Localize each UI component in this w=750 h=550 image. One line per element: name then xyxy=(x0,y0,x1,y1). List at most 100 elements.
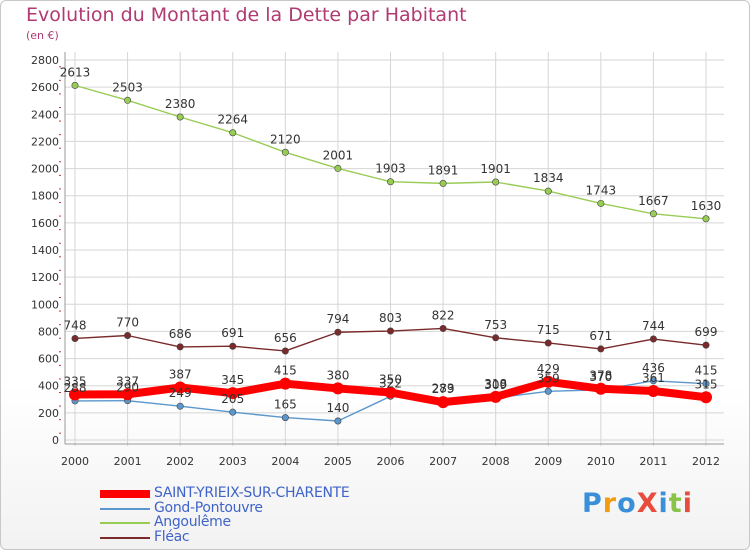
data-point-angouleme xyxy=(439,179,447,187)
data-point-fleac xyxy=(649,335,657,343)
data-label-angouleme: 1901 xyxy=(480,162,511,176)
data-label-angouleme: 1630 xyxy=(691,199,722,213)
data-point-fleac xyxy=(334,328,342,336)
data-label-gond-pontouvre: 309 xyxy=(484,378,507,392)
data-label-fleac: 803 xyxy=(379,311,402,325)
x-tick-label: 2010 xyxy=(587,455,615,468)
data-label-gond-pontouvre: 140 xyxy=(326,401,349,415)
data-label-saint-yrieix-sur-charente: 429 xyxy=(537,362,560,376)
x-tick-label: 2004 xyxy=(271,455,299,468)
data-point-angouleme xyxy=(702,215,710,223)
data-point-angouleme xyxy=(544,187,552,195)
data-label-saint-yrieix-sur-charente: 380 xyxy=(326,368,349,382)
data-label-angouleme: 1743 xyxy=(586,183,617,197)
logo-letter: o xyxy=(617,488,637,519)
series-layer xyxy=(69,81,712,425)
chart-subtitle: (en €) xyxy=(26,29,59,42)
data-point-angouleme xyxy=(71,81,79,89)
data-label-saint-yrieix-sur-charente: 415 xyxy=(274,364,297,378)
y-tick-label: 0 xyxy=(52,434,59,447)
logo-letter: t xyxy=(668,488,683,519)
x-tick-label: 2005 xyxy=(324,455,352,468)
data-point-angouleme xyxy=(597,199,605,207)
data-label-angouleme: 1834 xyxy=(533,171,564,185)
data-label-angouleme: 2380 xyxy=(165,97,196,111)
y-tick-label: 400 xyxy=(38,380,59,393)
data-point-saint-yrieix-sur-charente xyxy=(121,388,134,401)
data-point-fleac xyxy=(597,345,605,353)
y-tick-label: 2600 xyxy=(31,81,59,94)
data-point-fleac xyxy=(544,339,552,347)
legend-item-angouleme: Angoulême xyxy=(100,514,400,531)
data-point-fleac xyxy=(492,334,500,342)
y-tick-label: 1200 xyxy=(31,271,59,284)
data-label-fleac: 748 xyxy=(64,318,87,332)
legend-label: Fléac xyxy=(154,529,190,545)
y-tick-label: 600 xyxy=(38,353,59,366)
data-point-angouleme xyxy=(124,96,132,104)
data-point-fleac xyxy=(229,342,237,350)
data-point-angouleme xyxy=(386,178,394,186)
x-tick-label: 2000 xyxy=(61,455,89,468)
data-point-saint-yrieix-sur-charente xyxy=(594,382,607,395)
data-point-gond-pontouvre xyxy=(229,408,237,416)
y-tick-label: 1600 xyxy=(31,217,59,230)
x-tick-label: 2001 xyxy=(114,455,142,468)
data-label-angouleme: 1903 xyxy=(375,162,406,176)
legend-swatch xyxy=(100,537,150,539)
x-tick-label: 2003 xyxy=(219,455,247,468)
y-tick-label: 2000 xyxy=(31,163,59,176)
data-point-saint-yrieix-sur-charente xyxy=(174,381,187,394)
data-point-saint-yrieix-sur-charente xyxy=(226,387,239,400)
data-label-saint-yrieix-sur-charente: 279 xyxy=(432,382,455,396)
grid-lines xyxy=(65,52,724,446)
data-point-gond-pontouvre xyxy=(176,402,184,410)
data-label-fleac: 770 xyxy=(116,316,139,330)
x-tick-label: 2007 xyxy=(429,455,457,468)
data-label-gond-pontouvre: 290 xyxy=(116,381,139,395)
data-label-fleac: 822 xyxy=(432,308,455,322)
data-label-fleac: 753 xyxy=(484,318,507,332)
data-point-saint-yrieix-sur-charente xyxy=(647,385,660,398)
x-tick-label: 2006 xyxy=(377,455,405,468)
legend-label: Angoulême xyxy=(154,514,231,530)
x-tick-label: 2008 xyxy=(482,455,510,468)
data-label-gond-pontouvre: 436 xyxy=(642,361,665,375)
data-label-saint-yrieix-sur-charente: 387 xyxy=(169,367,192,381)
legend-swatch xyxy=(100,490,150,498)
data-labels-layer: 2613 2503 2380 2264 2120 2001 1903 1891 1901 1834… xyxy=(60,65,722,415)
data-label-saint-yrieix-sur-charente: 345 xyxy=(221,373,244,387)
data-label-saint-yrieix-sur-charente: 315 xyxy=(695,377,718,391)
data-label-angouleme: 2503 xyxy=(112,80,143,94)
data-point-fleac xyxy=(71,334,79,342)
data-label-saint-yrieix-sur-charente: 318 xyxy=(484,377,507,391)
data-label-fleac: 686 xyxy=(169,327,192,341)
y-tick-label: 200 xyxy=(38,407,59,420)
data-label-fleac: 744 xyxy=(642,319,665,333)
data-point-fleac xyxy=(439,324,447,332)
legend-label: SAINT-YRIEIX-SUR-CHARENTE xyxy=(154,485,350,501)
y-tick-label: 1000 xyxy=(31,298,59,311)
data-point-angouleme xyxy=(492,178,500,186)
legend-swatch xyxy=(100,508,150,510)
y-tick-label: 2200 xyxy=(31,135,59,148)
data-point-gond-pontouvre xyxy=(544,387,552,395)
data-label-gond-pontouvre: 370 xyxy=(589,370,612,384)
y-tick-label: 1400 xyxy=(31,244,59,257)
data-point-fleac xyxy=(386,327,394,335)
data-label-gond-pontouvre: 283 xyxy=(432,382,455,396)
data-label-gond-pontouvre: 205 xyxy=(221,392,244,406)
data-label-gond-pontouvre: 288 xyxy=(64,381,87,395)
data-point-saint-yrieix-sur-charente xyxy=(279,377,292,390)
data-point-angouleme xyxy=(649,210,657,218)
data-point-fleac xyxy=(702,341,710,349)
data-label-saint-yrieix-sur-charente: 337 xyxy=(116,374,139,388)
logo-letter: X xyxy=(636,488,659,519)
line-chart: 0 200 400 600 800 1000 1200 1400 1600 1800 2000 220… xyxy=(31,52,724,468)
axes: 0 200 400 600 800 1000 1200 1400 1600 1800 2000 220… xyxy=(31,52,724,468)
x-tick-label: 2009 xyxy=(534,455,562,468)
data-point-saint-yrieix-sur-charente xyxy=(437,396,450,409)
data-label-gond-pontouvre: 415 xyxy=(695,364,718,378)
data-label-fleac: 699 xyxy=(695,325,718,339)
data-point-saint-yrieix-sur-charente xyxy=(384,386,397,399)
